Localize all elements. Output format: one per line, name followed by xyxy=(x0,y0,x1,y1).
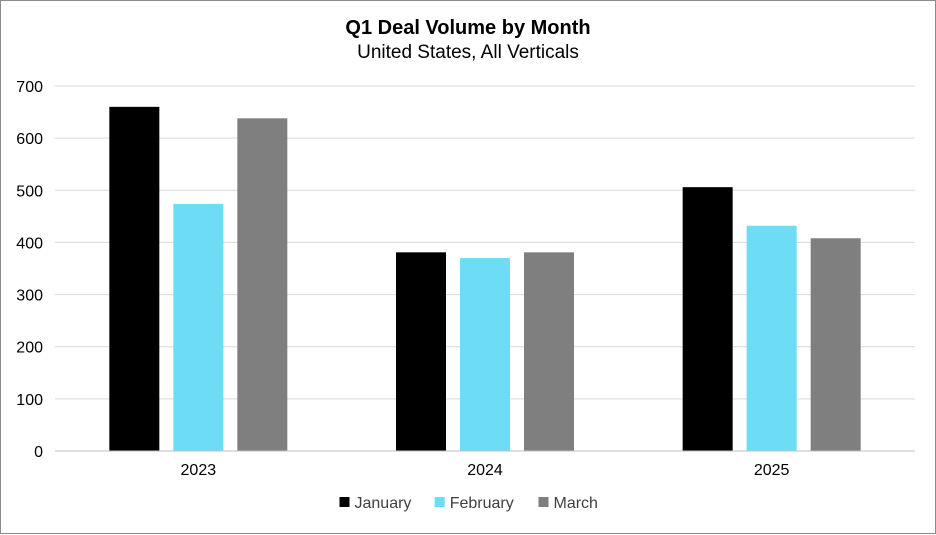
y-tick-label: 700 xyxy=(16,79,43,96)
bar-march-2023 xyxy=(237,118,288,451)
bar-march-2024 xyxy=(524,252,574,451)
bar-january-2023 xyxy=(109,106,160,451)
legend-swatch-march xyxy=(538,497,549,507)
y-tick-label: 300 xyxy=(16,288,43,305)
x-axis-ticks: 2023 2024 2025 xyxy=(181,462,790,479)
y-tick-label: 600 xyxy=(16,131,43,148)
legend-label-march: March xyxy=(554,495,598,512)
y-tick-label: 100 xyxy=(16,392,43,409)
y-tick-label: 200 xyxy=(16,340,43,357)
legend-swatch-february xyxy=(434,497,445,507)
x-tick-label: 2024 xyxy=(467,462,503,479)
bar-january-2025 xyxy=(682,187,733,451)
bars xyxy=(109,106,861,451)
bar-february-2023 xyxy=(173,203,224,451)
x-tick-label: 2025 xyxy=(754,462,790,479)
legend-label-february: February xyxy=(450,495,514,512)
chart-subtitle: United States, All Verticals xyxy=(357,42,579,63)
y-tick-label: 500 xyxy=(16,183,43,200)
bar-january-2024 xyxy=(396,252,446,451)
chart-title: Q1 Deal Volume by Month xyxy=(345,17,590,39)
bar-february-2024 xyxy=(460,258,510,451)
legend: January February March xyxy=(339,495,598,512)
y-tick-label: 400 xyxy=(16,235,43,252)
x-tick-label: 2023 xyxy=(181,462,217,479)
y-tick-label: 0 xyxy=(34,444,43,461)
legend-swatch-january xyxy=(339,497,350,507)
bar-february-2025 xyxy=(746,225,797,451)
legend-label-january: January xyxy=(355,495,412,512)
bar-march-2025 xyxy=(810,238,861,451)
y-axis-ticks: 0 100 200 300 400 500 600 700 xyxy=(16,79,43,461)
